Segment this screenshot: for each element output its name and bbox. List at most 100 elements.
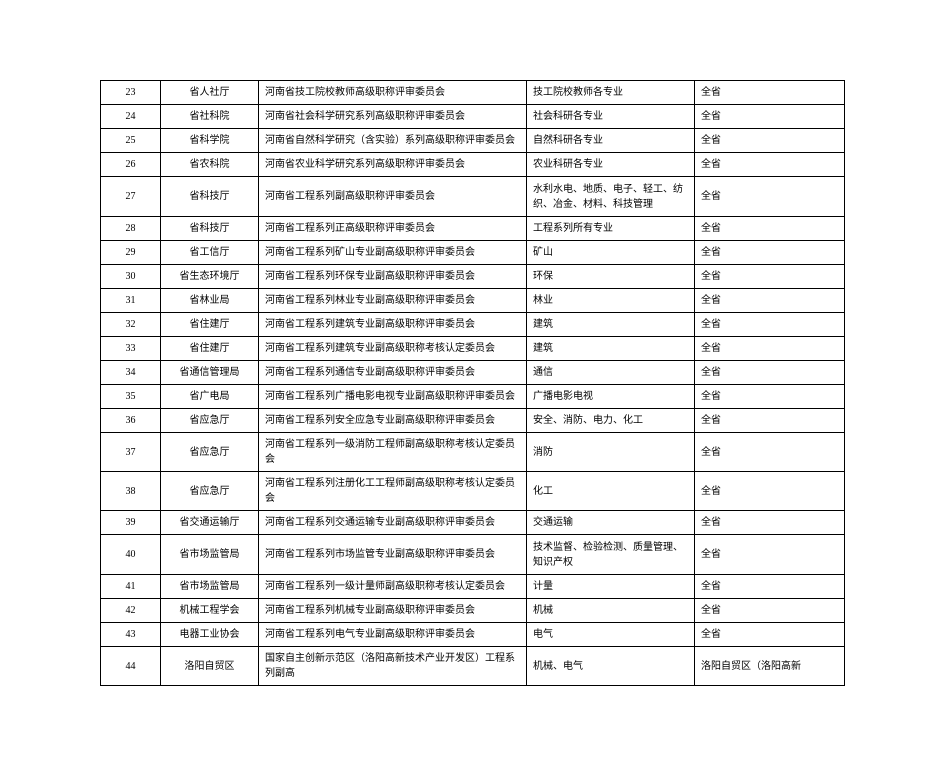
cell-specialty: 建筑 xyxy=(527,337,695,361)
cell-committee: 河南省工程系列机械专业副高级职称评审委员会 xyxy=(259,599,527,623)
cell-num: 40 xyxy=(101,535,161,575)
cell-specialty: 机械 xyxy=(527,599,695,623)
table-row: 37省应急厅河南省工程系列一级消防工程师副高级职称考核认定委员会消防全省 xyxy=(101,433,845,472)
cell-specialty: 水利水电、地质、电子、轻工、纺织、冶金、材料、科技管理 xyxy=(527,177,695,217)
cell-dept: 省住建厅 xyxy=(161,313,259,337)
cell-scope: 全省 xyxy=(695,217,845,241)
table-row: 30省生态环境厅河南省工程系列环保专业副高级职称评审委员会环保全省 xyxy=(101,265,845,289)
table-row: 25省科学院河南省自然科学研究（含实验）系列高级职称评审委员会自然科研各专业全省 xyxy=(101,129,845,153)
cell-num: 44 xyxy=(101,647,161,686)
cell-num: 37 xyxy=(101,433,161,472)
cell-specialty: 消防 xyxy=(527,433,695,472)
cell-scope: 全省 xyxy=(695,385,845,409)
cell-committee: 河南省工程系列交通运输专业副高级职称评审委员会 xyxy=(259,511,527,535)
cell-committee: 河南省工程系列建筑专业副高级职称评审委员会 xyxy=(259,313,527,337)
cell-committee: 国家自主创新示范区（洛阳高新技术产业开发区）工程系列副高 xyxy=(259,647,527,686)
cell-specialty: 矿山 xyxy=(527,241,695,265)
cell-scope: 洛阳自贸区（洛阳高新 xyxy=(695,647,845,686)
cell-dept: 省工信厅 xyxy=(161,241,259,265)
table-row: 27省科技厅河南省工程系列副高级职称评审委员会水利水电、地质、电子、轻工、纺织、… xyxy=(101,177,845,217)
table-row: 31省林业局河南省工程系列林业专业副高级职称评审委员会林业全省 xyxy=(101,289,845,313)
table-row: 44洛阳自贸区国家自主创新示范区（洛阳高新技术产业开发区）工程系列副高机械、电气… xyxy=(101,647,845,686)
table-row: 39省交通运输厅河南省工程系列交通运输专业副高级职称评审委员会交通运输全省 xyxy=(101,511,845,535)
cell-specialty: 社会科研各专业 xyxy=(527,105,695,129)
table-row: 23省人社厅河南省技工院校教师高级职称评审委员会技工院校教师各专业全省 xyxy=(101,81,845,105)
cell-committee: 河南省自然科学研究（含实验）系列高级职称评审委员会 xyxy=(259,129,527,153)
cell-num: 32 xyxy=(101,313,161,337)
cell-committee: 河南省工程系列通信专业副高级职称评审委员会 xyxy=(259,361,527,385)
cell-scope: 全省 xyxy=(695,153,845,177)
cell-dept: 省科技厅 xyxy=(161,217,259,241)
cell-scope: 全省 xyxy=(695,599,845,623)
cell-committee: 河南省工程系列林业专业副高级职称评审委员会 xyxy=(259,289,527,313)
cell-dept: 省社科院 xyxy=(161,105,259,129)
table-row: 36省应急厅河南省工程系列安全应急专业副高级职称评审委员会安全、消防、电力、化工… xyxy=(101,409,845,433)
cell-dept: 省科学院 xyxy=(161,129,259,153)
cell-num: 26 xyxy=(101,153,161,177)
cell-committee: 河南省工程系列一级计量师副高级职称考核认定委员会 xyxy=(259,575,527,599)
table-row: 28省科技厅河南省工程系列正高级职称评审委员会工程系列所有专业全省 xyxy=(101,217,845,241)
cell-specialty: 交通运输 xyxy=(527,511,695,535)
cell-specialty: 技术监督、检验检测、质量管理、知识产权 xyxy=(527,535,695,575)
cell-dept: 电器工业协会 xyxy=(161,623,259,647)
cell-scope: 全省 xyxy=(695,409,845,433)
table-row: 29省工信厅河南省工程系列矿山专业副高级职称评审委员会矿山全省 xyxy=(101,241,845,265)
cell-dept: 省广电局 xyxy=(161,385,259,409)
cell-specialty: 自然科研各专业 xyxy=(527,129,695,153)
cell-num: 41 xyxy=(101,575,161,599)
cell-committee: 河南省工程系列市场监管专业副高级职称评审委员会 xyxy=(259,535,527,575)
table-row: 38省应急厅河南省工程系列注册化工工程师副高级职称考核认定委员会化工全省 xyxy=(101,472,845,511)
cell-committee: 河南省工程系列矿山专业副高级职称评审委员会 xyxy=(259,241,527,265)
cell-specialty: 技工院校教师各专业 xyxy=(527,81,695,105)
cell-dept: 省通信管理局 xyxy=(161,361,259,385)
cell-scope: 全省 xyxy=(695,81,845,105)
table-row: 43电器工业协会河南省工程系列电气专业副高级职称评审委员会电气全省 xyxy=(101,623,845,647)
table-row: 42机械工程学会河南省工程系列机械专业副高级职称评审委员会机械全省 xyxy=(101,599,845,623)
cell-dept: 省市场监管局 xyxy=(161,575,259,599)
cell-scope: 全省 xyxy=(695,433,845,472)
cell-num: 34 xyxy=(101,361,161,385)
cell-num: 42 xyxy=(101,599,161,623)
cell-dept: 省生态环境厅 xyxy=(161,265,259,289)
cell-committee: 河南省农业科学研究系列高级职称评审委员会 xyxy=(259,153,527,177)
cell-dept: 省应急厅 xyxy=(161,472,259,511)
cell-dept: 省市场监管局 xyxy=(161,535,259,575)
cell-scope: 全省 xyxy=(695,511,845,535)
cell-scope: 全省 xyxy=(695,535,845,575)
cell-dept: 省应急厅 xyxy=(161,433,259,472)
cell-specialty: 电气 xyxy=(527,623,695,647)
cell-specialty: 安全、消防、电力、化工 xyxy=(527,409,695,433)
cell-dept: 省科技厅 xyxy=(161,177,259,217)
cell-scope: 全省 xyxy=(695,623,845,647)
cell-specialty: 通信 xyxy=(527,361,695,385)
cell-dept: 省住建厅 xyxy=(161,337,259,361)
cell-num: 24 xyxy=(101,105,161,129)
cell-committee: 河南省技工院校教师高级职称评审委员会 xyxy=(259,81,527,105)
cell-scope: 全省 xyxy=(695,289,845,313)
cell-scope: 全省 xyxy=(695,177,845,217)
cell-scope: 全省 xyxy=(695,472,845,511)
cell-scope: 全省 xyxy=(695,361,845,385)
cell-dept: 洛阳自贸区 xyxy=(161,647,259,686)
cell-committee: 河南省工程系列副高级职称评审委员会 xyxy=(259,177,527,217)
cell-num: 23 xyxy=(101,81,161,105)
table-row: 33省住建厅河南省工程系列建筑专业副高级职称考核认定委员会建筑全省 xyxy=(101,337,845,361)
cell-num: 43 xyxy=(101,623,161,647)
cell-specialty: 化工 xyxy=(527,472,695,511)
cell-committee: 河南省工程系列安全应急专业副高级职称评审委员会 xyxy=(259,409,527,433)
table-body: 23省人社厅河南省技工院校教师高级职称评审委员会技工院校教师各专业全省24省社科… xyxy=(101,81,845,686)
cell-committee: 河南省工程系列电气专业副高级职称评审委员会 xyxy=(259,623,527,647)
cell-dept: 省人社厅 xyxy=(161,81,259,105)
cell-committee: 河南省工程系列注册化工工程师副高级职称考核认定委员会 xyxy=(259,472,527,511)
cell-specialty: 建筑 xyxy=(527,313,695,337)
cell-scope: 全省 xyxy=(695,575,845,599)
table-row: 41省市场监管局河南省工程系列一级计量师副高级职称考核认定委员会计量全省 xyxy=(101,575,845,599)
cell-committee: 河南省工程系列环保专业副高级职称评审委员会 xyxy=(259,265,527,289)
cell-specialty: 林业 xyxy=(527,289,695,313)
table-row: 35省广电局河南省工程系列广播电影电视专业副高级职称评审委员会广播电影电视全省 xyxy=(101,385,845,409)
cell-dept: 省林业局 xyxy=(161,289,259,313)
cell-scope: 全省 xyxy=(695,313,845,337)
cell-dept: 机械工程学会 xyxy=(161,599,259,623)
cell-committee: 河南省社会科学研究系列高级职称评审委员会 xyxy=(259,105,527,129)
table-row: 32省住建厅河南省工程系列建筑专业副高级职称评审委员会建筑全省 xyxy=(101,313,845,337)
